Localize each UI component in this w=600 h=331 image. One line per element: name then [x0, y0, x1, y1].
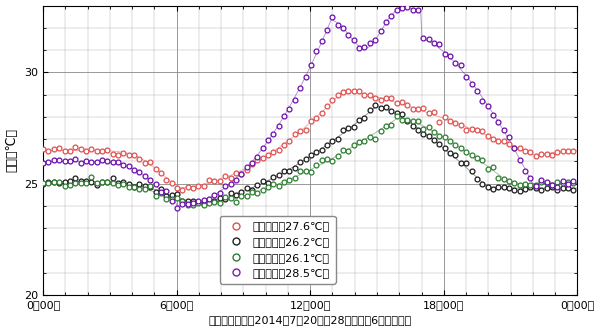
Legend: とろむ　（27.6℃）, 岬観測所（26.2℃）, 自然の家（26.1℃）, 高　知　（28.5℃）: とろむ （27.6℃）, 岬観測所（26.2℃）, 自然の家（26.1℃）, 高…: [220, 216, 335, 284]
X-axis label: 気温の日変化（2014年7月20日－28日の晴天6日間平均）: 気温の日変化（2014年7月20日－28日の晴天6日間平均）: [209, 315, 412, 325]
Y-axis label: 気温（℃）: 気温（℃）: [5, 128, 19, 172]
